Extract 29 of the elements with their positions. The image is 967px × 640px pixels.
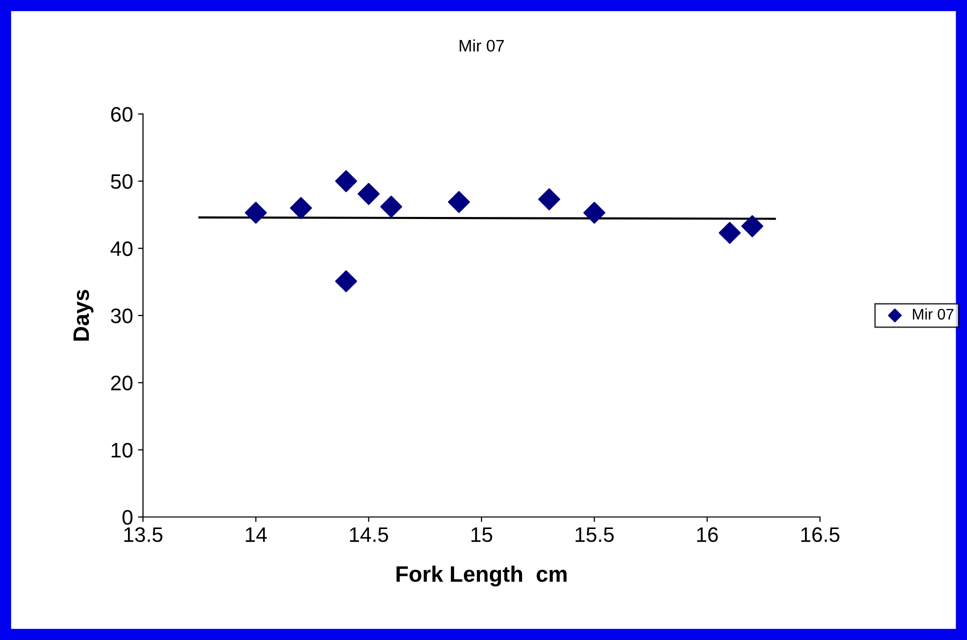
y-tick-label: 20 <box>111 376 132 390</box>
chart-title: Mir 07 <box>460 39 504 52</box>
x-tick-label: 14 <box>246 527 267 542</box>
point <box>358 182 380 205</box>
x-tick-label: 16.5 <box>801 527 840 542</box>
y-tick-label: 30 <box>110 308 132 324</box>
point <box>583 202 606 224</box>
legend-label: Mir 07 <box>912 308 954 320</box>
y-axis-title: Days <box>74 290 94 341</box>
point <box>244 202 267 224</box>
x-tick-label: 16 <box>697 527 718 542</box>
point <box>718 222 741 244</box>
x-axis-title: Fork Length cm <box>396 566 567 586</box>
point <box>538 188 560 210</box>
point <box>380 196 402 218</box>
y-tick-label: 10 <box>112 442 132 458</box>
y-tick-label: 40 <box>110 241 132 256</box>
point <box>335 170 358 192</box>
x-tick-label: 15 <box>472 527 492 542</box>
x-tick-label: 14.5 <box>350 527 388 542</box>
point <box>448 190 470 213</box>
y-tick-label: 60 <box>111 107 132 122</box>
x-tick-label: 13.5 <box>124 527 162 542</box>
y-tick-label: 0 <box>122 510 132 525</box>
point <box>290 197 312 220</box>
point <box>741 215 764 238</box>
point <box>335 270 358 292</box>
x-tick-label: 15.5 <box>576 527 614 542</box>
y-tick-label: 50 <box>110 174 132 189</box>
